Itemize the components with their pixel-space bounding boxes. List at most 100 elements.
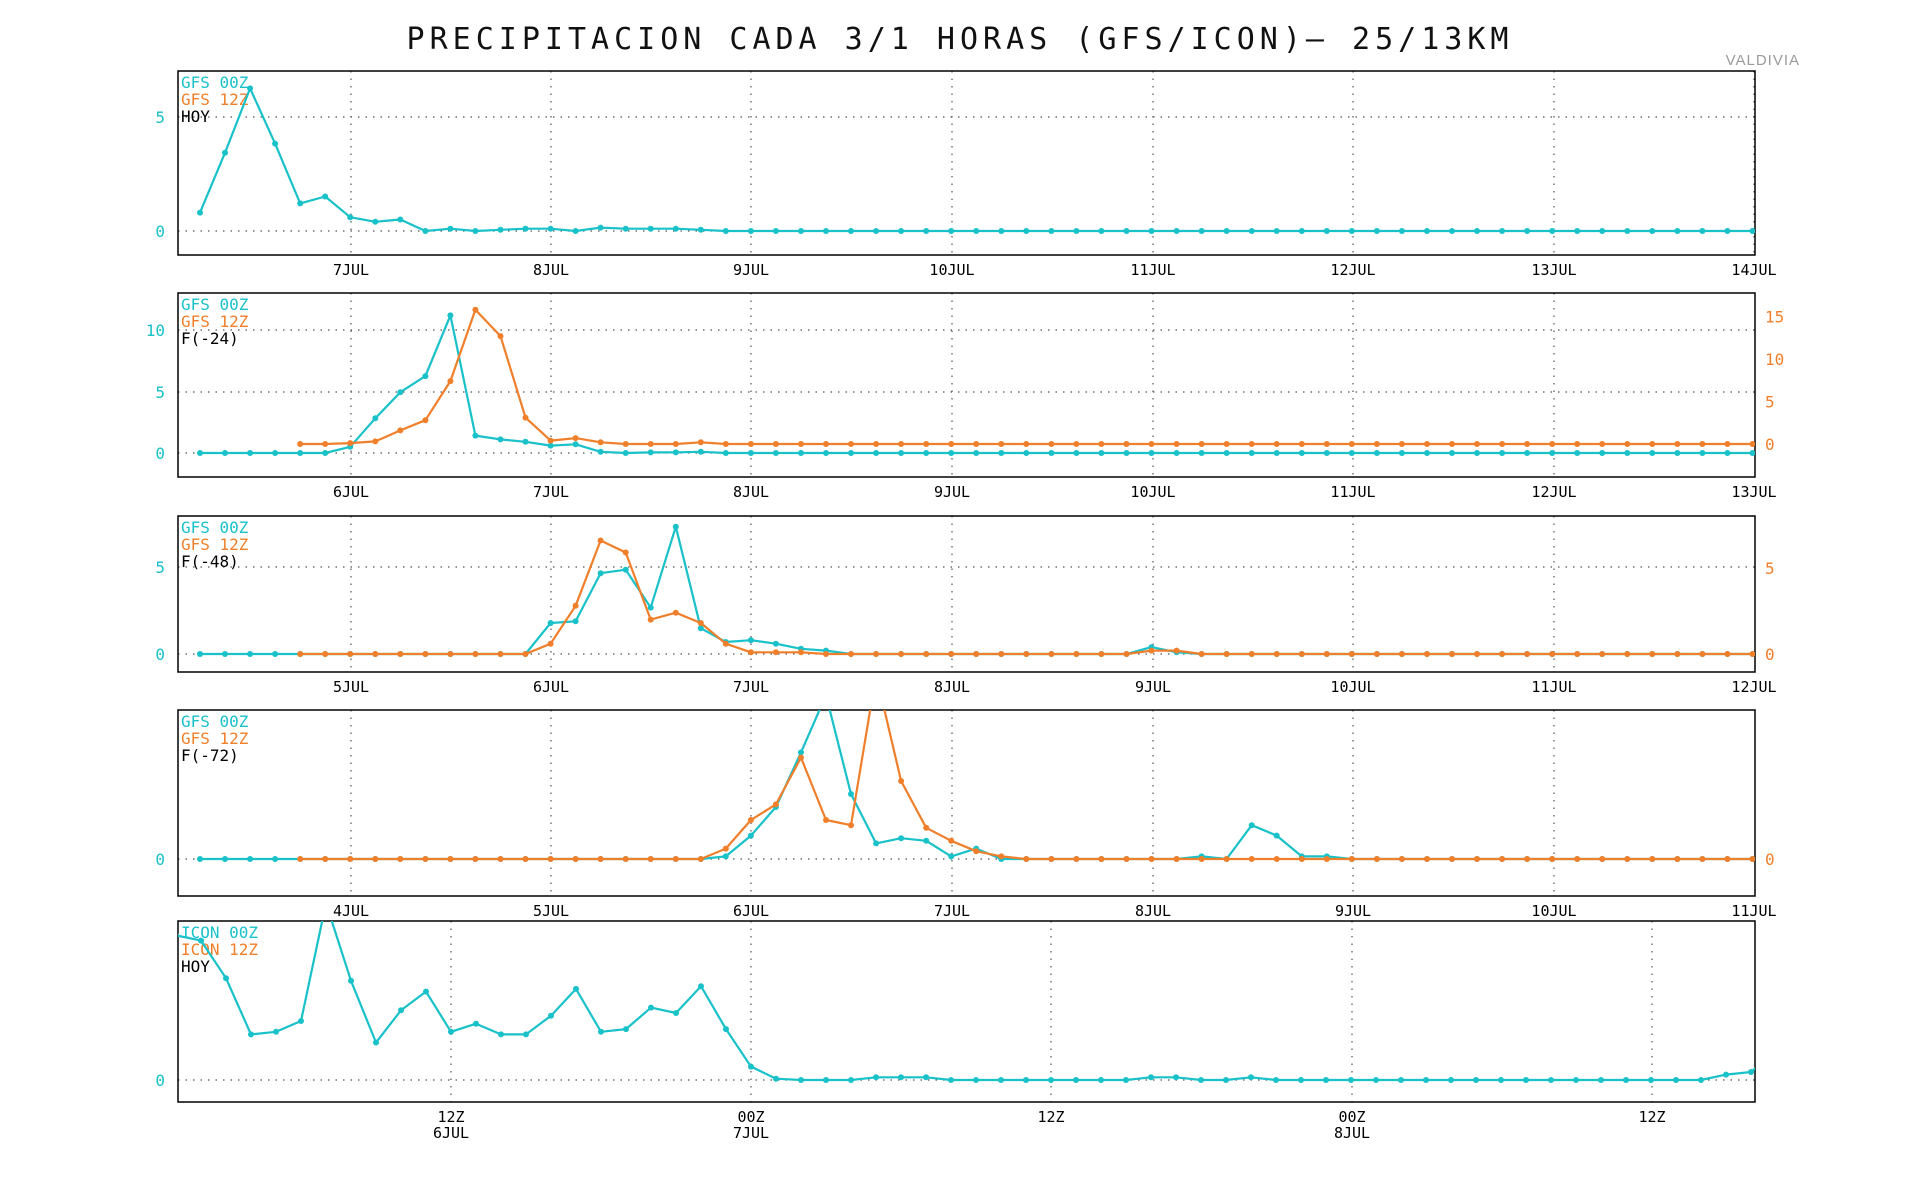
- data-point: [823, 692, 829, 698]
- data-point: [1649, 441, 1656, 447]
- data-point: [1398, 651, 1405, 657]
- data-point: [1323, 450, 1330, 456]
- x-tick-label: 11JUL: [1130, 261, 1175, 279]
- data-point: [1524, 450, 1531, 456]
- data-point: [1499, 228, 1506, 234]
- data-point: [1023, 450, 1030, 456]
- data-point: [247, 856, 254, 862]
- data-point: [322, 651, 329, 657]
- data-point: [673, 1010, 679, 1016]
- data-point: [973, 651, 980, 657]
- data-point: [1123, 1077, 1129, 1083]
- data-point: [923, 441, 930, 447]
- data-point: [798, 450, 804, 456]
- data-point: [1775, 450, 1781, 456]
- data-point: [1223, 1077, 1229, 1083]
- data-point: [647, 441, 654, 447]
- data-point: [823, 441, 829, 447]
- data-point: [1098, 450, 1105, 456]
- data-point: [697, 439, 704, 446]
- x-tick-label: 00Z: [737, 1108, 764, 1126]
- x-tick-label: 13JUL: [1531, 261, 1576, 279]
- y-tick-label-left: 10: [146, 321, 165, 340]
- legend-entry: F(-24): [181, 329, 239, 348]
- data-point: [697, 856, 704, 862]
- data-point: [1748, 1069, 1754, 1075]
- data-point: [1523, 1077, 1529, 1083]
- data-point: [572, 228, 579, 234]
- data-point: [672, 523, 679, 530]
- data-point: [1198, 856, 1205, 862]
- data-point: [472, 432, 479, 439]
- legend-entry: GFS 12Z: [181, 312, 249, 331]
- data-point: [923, 824, 930, 831]
- data-point: [998, 450, 1005, 456]
- x-tick-label: 6JUL: [533, 678, 569, 696]
- data-point: [1223, 651, 1230, 657]
- data-point: [1073, 441, 1080, 447]
- data-point: [1373, 651, 1380, 657]
- data-point: [923, 837, 930, 844]
- data-point: [1073, 856, 1080, 862]
- data-point: [923, 1074, 929, 1081]
- data-point: [297, 651, 304, 657]
- y-tick-label-left: 5: [155, 383, 165, 402]
- data-point: [647, 856, 654, 862]
- data-point: [998, 228, 1005, 234]
- data-point: [1649, 450, 1656, 456]
- y-tick-label-right: 5: [1765, 559, 1775, 578]
- data-point: [1023, 1077, 1029, 1083]
- data-point: [1098, 441, 1105, 447]
- data-point: [798, 754, 804, 761]
- data-point: [848, 791, 854, 797]
- data-point: [772, 228, 779, 234]
- data-point: [222, 450, 228, 456]
- data-point: [1148, 450, 1155, 456]
- data-point: [1424, 856, 1430, 862]
- data-point: [1424, 441, 1430, 447]
- data-point: [1599, 228, 1606, 234]
- y-tick-label-left: 0: [155, 444, 165, 463]
- series-group: [197, 692, 1781, 862]
- data-point: [773, 1075, 779, 1082]
- data-point: [973, 848, 980, 855]
- series-line-00z: [198, 87, 1755, 233]
- data-point: [1474, 450, 1480, 456]
- data-point: [597, 224, 604, 231]
- x-tick-label: 5JUL: [533, 902, 569, 920]
- x-tick-label: 6JUL: [333, 483, 369, 501]
- data-point: [1123, 228, 1130, 234]
- data-point: [1599, 856, 1606, 862]
- data-point: [1173, 1074, 1179, 1081]
- data-point: [998, 441, 1005, 447]
- data-point: [572, 856, 579, 862]
- data-point: [1775, 441, 1781, 447]
- data-point: [848, 441, 854, 447]
- data-point: [347, 651, 354, 657]
- data-point: [1674, 441, 1681, 447]
- data-point: [1524, 651, 1531, 657]
- data-point: [672, 449, 679, 456]
- data-point: [1398, 856, 1405, 862]
- data-point: [1323, 441, 1330, 447]
- data-point: [622, 549, 629, 556]
- data-point: [272, 856, 279, 862]
- data-point: [1775, 228, 1781, 234]
- data-point: [1723, 1071, 1729, 1078]
- data-point: [923, 228, 930, 234]
- data-point: [1173, 647, 1180, 654]
- data-point: [1398, 1077, 1404, 1083]
- data-point: [923, 651, 930, 657]
- data-point: [1775, 856, 1781, 862]
- data-point: [1823, 1074, 1829, 1080]
- data-point: [348, 977, 354, 984]
- x-tick-label: 7JUL: [333, 261, 369, 279]
- data-point: [347, 440, 354, 447]
- data-point: [497, 651, 504, 657]
- data-point: [1173, 856, 1180, 862]
- x-tick-label: 4JUL: [333, 902, 369, 920]
- data-point: [1048, 441, 1055, 447]
- data-point: [747, 441, 754, 447]
- data-point: [522, 438, 529, 445]
